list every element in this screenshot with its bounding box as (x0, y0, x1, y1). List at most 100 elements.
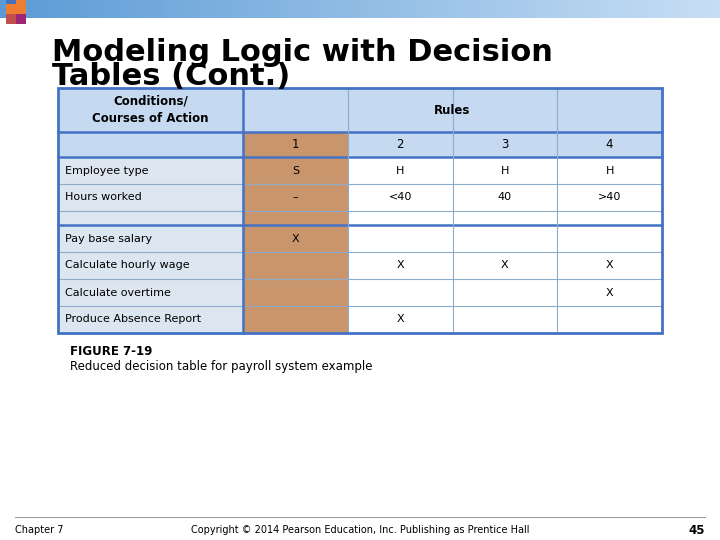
Bar (317, 0, 320, 18)
Bar (18, 0, 22, 18)
Bar (684, 0, 688, 18)
Bar (277, 0, 281, 18)
Bar (608, 0, 612, 18)
Bar (452, 184, 557, 211)
Bar (6, 14, 16, 24)
Bar (716, 0, 720, 18)
Bar (557, 279, 662, 306)
Bar (565, 0, 569, 18)
Bar (83, 0, 86, 18)
Bar (126, 0, 130, 18)
Bar (590, 0, 594, 18)
Bar (677, 0, 680, 18)
Bar (452, 225, 557, 252)
Bar (659, 0, 662, 18)
Bar (245, 0, 248, 18)
Bar (256, 0, 259, 18)
Bar (518, 0, 522, 18)
Bar (90, 0, 94, 18)
Text: H: H (500, 165, 509, 176)
Bar (68, 0, 72, 18)
Bar (54, 0, 58, 18)
Bar (320, 0, 324, 18)
Bar (306, 0, 310, 18)
Bar (252, 0, 256, 18)
Bar (58, 211, 243, 225)
Bar (25, 0, 29, 18)
Bar (691, 0, 695, 18)
Bar (698, 0, 702, 18)
Bar (511, 0, 515, 18)
Bar (436, 0, 439, 18)
Text: H: H (396, 165, 405, 176)
Bar (529, 0, 533, 18)
Bar (515, 0, 518, 18)
Bar (7, 0, 11, 18)
Bar (50, 0, 54, 18)
Bar (557, 225, 662, 252)
Bar (72, 0, 76, 18)
Bar (58, 252, 243, 279)
Bar (655, 0, 659, 18)
Bar (557, 157, 662, 184)
Bar (187, 0, 191, 18)
Text: X: X (396, 314, 404, 325)
Bar (348, 306, 452, 333)
Bar (97, 0, 101, 18)
Bar (140, 0, 144, 18)
Bar (243, 252, 348, 279)
Bar (364, 0, 367, 18)
Bar (673, 0, 677, 18)
Bar (425, 0, 428, 18)
Bar (292, 0, 295, 18)
Bar (418, 0, 421, 18)
Bar (428, 0, 432, 18)
Text: >40: >40 (598, 192, 621, 202)
Bar (695, 0, 698, 18)
Bar (94, 0, 97, 18)
Bar (112, 0, 115, 18)
Bar (243, 279, 348, 306)
Bar (410, 0, 414, 18)
Bar (58, 157, 243, 184)
Bar (454, 0, 457, 18)
Bar (243, 184, 348, 211)
Bar (580, 0, 583, 18)
Text: <40: <40 (388, 192, 412, 202)
Bar (446, 0, 450, 18)
Bar (230, 0, 234, 18)
Bar (6, 4, 16, 14)
Bar (569, 0, 572, 18)
Bar (392, 0, 396, 18)
Bar (58, 0, 61, 18)
Text: Conditions/
Courses of Action: Conditions/ Courses of Action (92, 94, 209, 125)
Bar (191, 0, 194, 18)
Text: X: X (606, 260, 613, 271)
Bar (274, 0, 277, 18)
Bar (648, 0, 652, 18)
Bar (295, 0, 299, 18)
Bar (547, 0, 551, 18)
Bar (504, 0, 508, 18)
Bar (452, 157, 557, 184)
Bar (0, 0, 4, 18)
Text: H: H (606, 165, 614, 176)
Bar (371, 0, 374, 18)
Bar (482, 0, 486, 18)
Bar (557, 184, 662, 211)
Bar (400, 0, 403, 18)
Text: –: – (292, 192, 298, 202)
Bar (450, 0, 454, 18)
Bar (662, 0, 666, 18)
Bar (493, 0, 497, 18)
Bar (288, 0, 292, 18)
Bar (227, 0, 230, 18)
Bar (551, 0, 554, 18)
Bar (270, 0, 274, 18)
Bar (490, 0, 493, 18)
Bar (598, 0, 601, 18)
Bar (248, 0, 252, 18)
Bar (101, 0, 104, 18)
Bar (634, 0, 637, 18)
Bar (407, 0, 410, 18)
